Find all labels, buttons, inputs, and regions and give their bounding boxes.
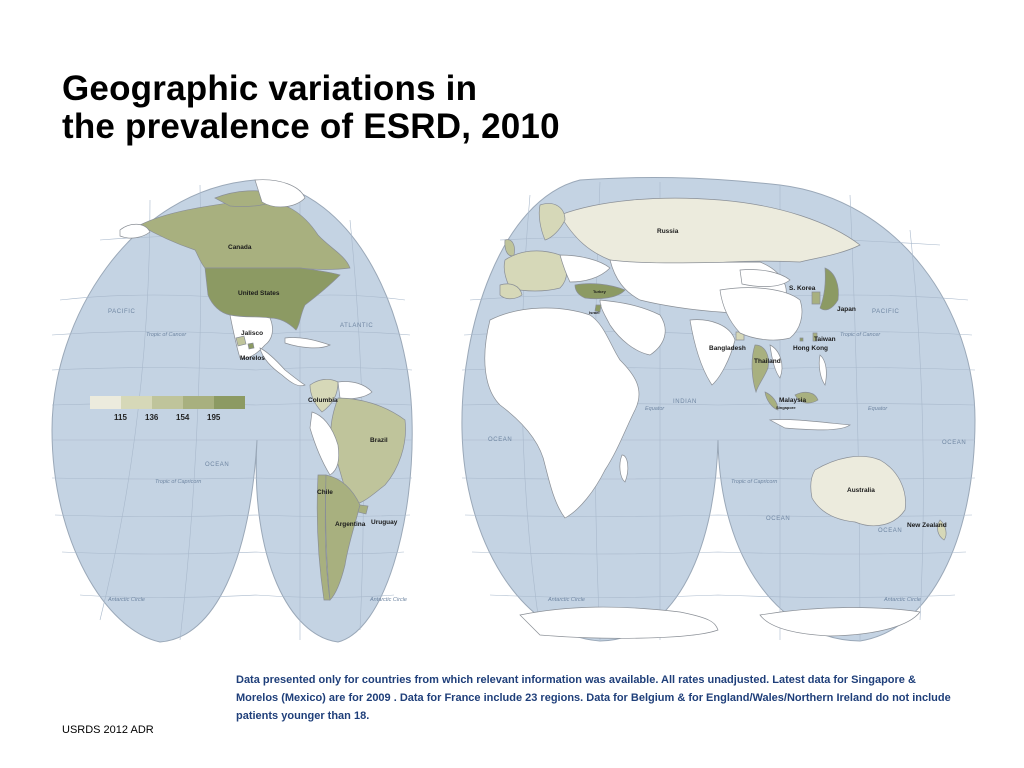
line-labels: Tropic of Cancer Tropic of Cancer Tropic… [107, 332, 921, 603]
ocean-label-atlantic: ATLANTIC [340, 323, 373, 329]
equator-label-asia: Equator [868, 406, 888, 412]
region-mexico [229, 314, 273, 359]
legend-tick-1: 115 [114, 413, 127, 422]
region-caribbean [284, 337, 331, 349]
legend-swatch-1 [90, 396, 121, 409]
tropic-cancer-east: Tropic of Cancer [840, 332, 881, 338]
antarctic-circle-4: Antarctic Circle [883, 597, 921, 603]
antarctic-circle-3: Antarctic Circle [547, 597, 585, 603]
region-malaysia [764, 391, 779, 411]
region-africa [484, 307, 640, 519]
land-americas [119, 179, 406, 601]
region-israel [594, 304, 602, 313]
label-bangladesh: Bangladesh [709, 345, 746, 352]
label-hong-kong: Hong Kong [793, 345, 828, 352]
label-canada: Canada [228, 244, 252, 251]
region-malaysia-borneo [794, 391, 819, 404]
antarctic-circle-2: Antarctic Circle [369, 597, 407, 603]
label-thailand: Thailand [754, 358, 781, 365]
label-argentina: Argentina [335, 521, 366, 528]
region-indochina [769, 344, 783, 379]
legend-swatch-5 [214, 396, 245, 409]
region-antarctica-strip [519, 606, 719, 639]
ocean-labels: PACIFIC ATLANTIC PACIFIC OCEAN OCEAN IND… [108, 309, 966, 534]
region-mongolia [739, 269, 791, 287]
region-china [719, 287, 803, 341]
region-scandinavia [538, 203, 566, 241]
label-singapore: Singapore [776, 405, 796, 410]
region-morelos [247, 342, 255, 350]
region-peru-bolivia [309, 411, 340, 476]
legend-swatch-3 [152, 396, 183, 409]
legend-tick-2: 136 [145, 413, 159, 422]
region-jalisco [235, 335, 247, 347]
region-colombia [309, 378, 339, 413]
title-line-2: the prevalence of ESRD, 2010 [62, 107, 560, 146]
region-japan [819, 267, 839, 311]
region-central-america [259, 347, 306, 387]
region-philippines [818, 354, 827, 386]
legend-tick-3: 154 [176, 413, 190, 422]
ocean-label-ocean-indian: OCEAN [766, 516, 790, 522]
label-australia: Australia [847, 487, 875, 494]
land-old-world [484, 197, 947, 639]
region-antarctica-east [759, 607, 921, 637]
label-russia: Russia [657, 228, 679, 235]
ocean-label-pacific-west: PACIFIC [108, 309, 135, 315]
region-taiwan [812, 332, 818, 342]
ocean-label-ocean-atl-s: OCEAN [488, 437, 512, 443]
label-uruguay: Uruguay [371, 519, 398, 526]
region-madagascar [619, 454, 629, 483]
source-citation: USRDS 2012 ADR [62, 724, 154, 736]
region-turkey [574, 283, 626, 300]
region-hong-kong [799, 337, 804, 342]
label-s-korea: S. Korea [789, 285, 816, 292]
region-middle-east [599, 299, 666, 356]
region-uruguay [357, 504, 369, 515]
country-labels: Canada United States Jalisco Morelos Col… [228, 228, 947, 529]
label-jalisco: Jalisco [241, 330, 263, 337]
label-japan: Japan [837, 306, 856, 313]
label-malaysia: Malaysia [779, 397, 806, 404]
ocean-label-ocean-sw: OCEAN [205, 462, 229, 468]
region-alaska [119, 223, 151, 239]
label-taiwan: Taiwan [814, 336, 836, 343]
region-western-europe [503, 250, 568, 292]
ocean-label-ocean-east: OCEAN [942, 440, 966, 446]
region-s-korea [811, 291, 821, 305]
ocean-label-pacific-east: PACIFIC [872, 309, 899, 315]
label-morelos: Morelos [240, 355, 265, 362]
region-eastern-europe [559, 254, 611, 283]
region-indonesia [768, 419, 851, 431]
region-india [689, 319, 736, 386]
label-colombia: Columbia [308, 397, 338, 404]
tropic-capricorn-east: Tropic of Capricorn [731, 479, 777, 485]
equator-label-africa: Equator [645, 406, 665, 412]
footnote: Data presented only for countries from w… [236, 674, 951, 722]
label-israel: Israel [589, 310, 599, 315]
antarctic-circle-1: Antarctic Circle [107, 597, 145, 603]
page-title: Geographic variations in the prevalence … [62, 70, 560, 146]
title-line-1: Geographic variations in [62, 69, 478, 108]
region-greenland [254, 179, 306, 208]
legend-swatch-2 [121, 396, 152, 409]
label-chile: Chile [317, 489, 333, 496]
legend-tick-4: 195 [207, 413, 221, 422]
label-united-states: United States [238, 290, 280, 297]
region-argentina [325, 474, 361, 601]
region-uk [504, 239, 515, 257]
region-australia [810, 456, 906, 527]
label-brazil: Brazil [370, 437, 388, 444]
region-new-zealand [937, 519, 947, 541]
legend-swatch-4 [183, 396, 214, 409]
label-new-zealand: New Zealand [907, 522, 947, 529]
label-turkey: Turkey [593, 289, 607, 294]
region-thailand [751, 344, 769, 394]
ocean-label-indian: INDIAN [673, 399, 697, 405]
region-iberia [499, 283, 523, 300]
ocean-label-ocean-au: OCEAN [878, 528, 902, 534]
tropic-cancer-west: Tropic of Cancer [146, 332, 187, 338]
tropic-capricorn-west: Tropic of Capricorn [155, 479, 201, 485]
